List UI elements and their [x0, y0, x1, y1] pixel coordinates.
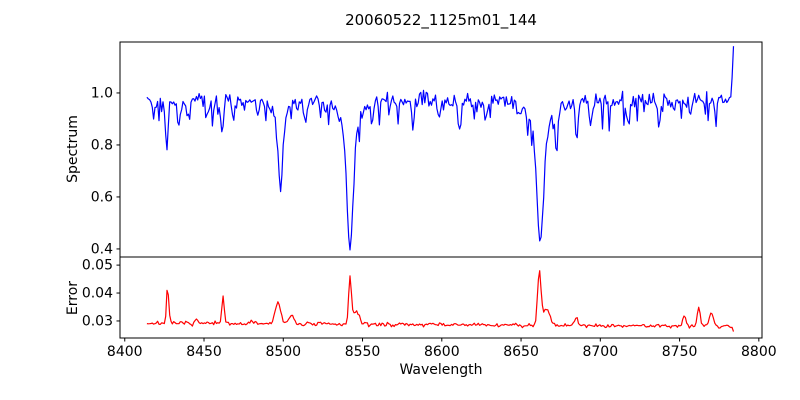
- error-axes-frame: [119, 256, 763, 339]
- x-tick-label: 8700: [582, 344, 618, 360]
- error-y-tick-label: 0.05: [82, 258, 113, 274]
- error-y-tick-label: 0.03: [82, 313, 113, 329]
- x-tick-label: 8800: [741, 344, 777, 360]
- x-tick-label: 8500: [265, 344, 301, 360]
- x-tick-label: 8550: [345, 344, 381, 360]
- spectrum-y-tick-label: 0.8: [91, 137, 113, 153]
- x-tick-label: 8450: [186, 344, 222, 360]
- spectrum-y-tick-label: 1.0: [91, 85, 113, 101]
- x-tick-label: 8600: [424, 344, 460, 360]
- spectrum-y-tick-label: 0.4: [91, 241, 113, 257]
- spectrum-y-tick-label: 0.6: [91, 189, 113, 205]
- chart-title: 20060522_1125m01_144: [345, 11, 537, 29]
- x-tick-label: 8750: [662, 344, 698, 360]
- x-tick-label: 8650: [503, 344, 539, 360]
- spectrum-line: [146, 46, 735, 251]
- x-axis-label: Wavelength: [399, 362, 483, 378]
- spectrum-axes-frame: [119, 41, 763, 258]
- x-tick-label: 8400: [107, 344, 143, 360]
- error-line: [146, 270, 735, 332]
- error-y-tick-label: 0.04: [82, 286, 113, 302]
